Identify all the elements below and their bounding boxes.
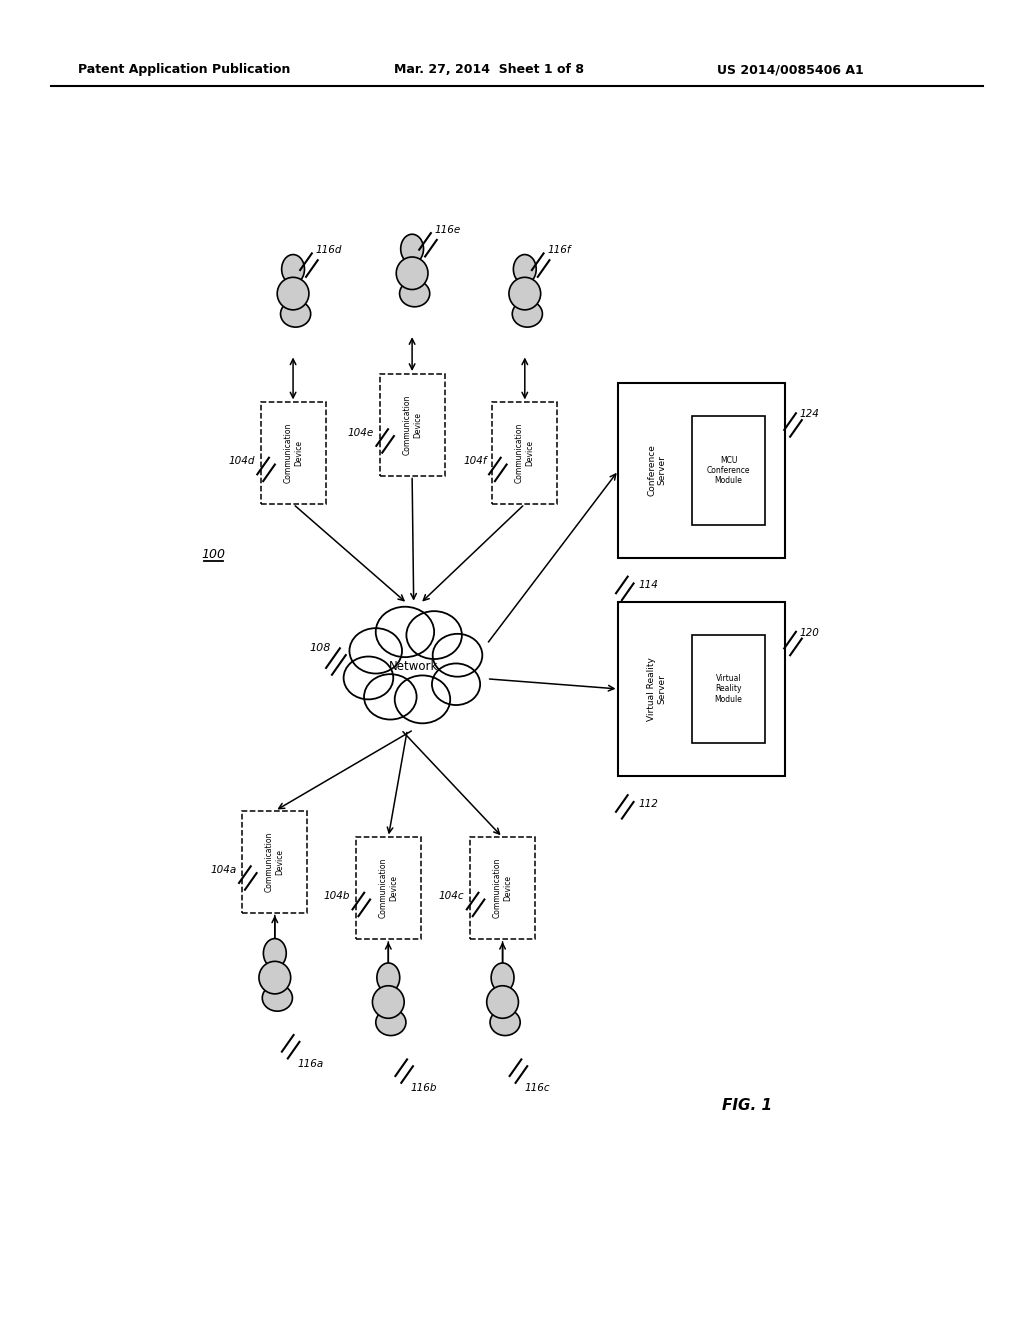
Ellipse shape	[396, 257, 428, 289]
Text: 120: 120	[800, 628, 819, 638]
Text: Patent Application Publication: Patent Application Publication	[78, 63, 290, 77]
FancyBboxPatch shape	[692, 416, 765, 524]
Text: 108: 108	[309, 643, 331, 653]
Ellipse shape	[365, 675, 417, 719]
FancyBboxPatch shape	[493, 403, 557, 504]
Text: 104f: 104f	[463, 457, 486, 466]
FancyBboxPatch shape	[618, 383, 785, 558]
FancyBboxPatch shape	[355, 837, 421, 939]
Text: Communication
Device: Communication Device	[402, 395, 422, 455]
Ellipse shape	[349, 628, 402, 673]
Text: Communication
Device: Communication Device	[265, 832, 285, 892]
Text: Communication
Device: Communication Device	[515, 422, 535, 483]
Ellipse shape	[262, 985, 293, 1011]
Text: 124: 124	[800, 409, 819, 420]
Circle shape	[263, 939, 287, 968]
FancyBboxPatch shape	[692, 635, 765, 743]
Text: 116f: 116f	[547, 246, 570, 255]
Ellipse shape	[376, 607, 434, 657]
Text: 104b: 104b	[324, 891, 350, 902]
Ellipse shape	[407, 611, 462, 659]
Text: 114: 114	[639, 581, 658, 590]
Ellipse shape	[360, 624, 467, 709]
FancyBboxPatch shape	[380, 374, 444, 475]
Circle shape	[513, 255, 537, 284]
FancyBboxPatch shape	[618, 602, 785, 776]
Text: 112: 112	[639, 799, 658, 809]
Circle shape	[377, 964, 399, 993]
Text: Communication
Device: Communication Device	[493, 858, 512, 919]
Text: FIG. 1: FIG. 1	[722, 1098, 772, 1113]
Ellipse shape	[394, 676, 451, 723]
Ellipse shape	[281, 301, 310, 327]
Text: Virtual
Reality
Module: Virtual Reality Module	[715, 675, 742, 704]
Text: MCU
Conference
Module: MCU Conference Module	[707, 455, 751, 486]
FancyBboxPatch shape	[260, 403, 326, 504]
Text: Mar. 27, 2014  Sheet 1 of 8: Mar. 27, 2014 Sheet 1 of 8	[394, 63, 585, 77]
Text: 116b: 116b	[411, 1084, 437, 1093]
Text: Communication
Device: Communication Device	[379, 858, 398, 919]
Ellipse shape	[512, 301, 543, 327]
Ellipse shape	[399, 280, 430, 306]
Ellipse shape	[376, 1008, 406, 1036]
Circle shape	[282, 255, 304, 284]
Text: Conference
Server: Conference Server	[647, 445, 667, 496]
Text: 116d: 116d	[315, 246, 342, 255]
Ellipse shape	[278, 277, 309, 310]
Text: Virtual Reality
Server: Virtual Reality Server	[647, 657, 667, 721]
Ellipse shape	[259, 961, 291, 994]
Text: 100: 100	[202, 548, 225, 561]
Text: Communication
Device: Communication Device	[284, 422, 303, 483]
Ellipse shape	[373, 986, 404, 1018]
Text: Network: Network	[389, 660, 438, 673]
Text: 116a: 116a	[297, 1059, 324, 1069]
Circle shape	[400, 234, 424, 264]
Text: 104a: 104a	[211, 865, 237, 875]
Ellipse shape	[490, 1008, 520, 1036]
Ellipse shape	[509, 277, 541, 310]
Circle shape	[492, 964, 514, 993]
Ellipse shape	[344, 656, 393, 700]
Text: 104c: 104c	[439, 891, 465, 902]
Text: 116c: 116c	[524, 1084, 551, 1093]
Text: 116e: 116e	[434, 224, 461, 235]
Ellipse shape	[432, 664, 480, 705]
FancyBboxPatch shape	[243, 810, 307, 912]
Ellipse shape	[368, 631, 460, 702]
Ellipse shape	[486, 986, 518, 1018]
Ellipse shape	[433, 634, 482, 677]
Text: 104e: 104e	[348, 428, 374, 438]
FancyBboxPatch shape	[470, 837, 536, 939]
Text: 104d: 104d	[228, 457, 255, 466]
Text: US 2014/0085406 A1: US 2014/0085406 A1	[717, 63, 863, 77]
